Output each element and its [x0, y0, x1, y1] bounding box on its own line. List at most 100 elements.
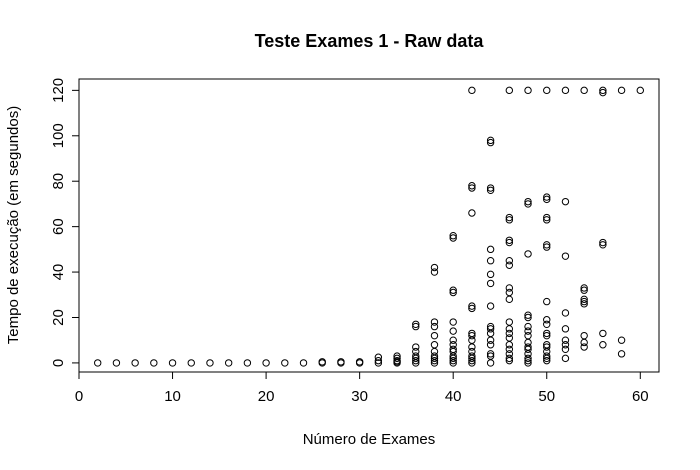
data-point [486, 350, 495, 358]
data-point [543, 86, 551, 95]
data-point [468, 209, 476, 217]
data-point [505, 345, 514, 353]
data-point [449, 356, 457, 365]
data-point [486, 270, 495, 279]
data-point [486, 279, 495, 288]
chart-title: Teste Exames 1 - Raw data [255, 31, 485, 51]
data-point [486, 184, 495, 192]
data-point [486, 257, 495, 265]
data-point [580, 295, 588, 304]
data-point [543, 352, 551, 360]
y-axis-label: Tempo de execução (em segundos) [5, 106, 22, 344]
data-point [374, 356, 383, 365]
data-point [486, 136, 495, 145]
data-point [393, 352, 401, 360]
data-point [337, 358, 345, 366]
data-point [449, 341, 457, 349]
data-point [561, 197, 570, 206]
data-point [505, 261, 514, 269]
data-point [580, 338, 588, 347]
x-axis: 0 10 20 30 40 50 60 [75, 371, 649, 405]
data-point [524, 354, 532, 363]
data-point [486, 325, 495, 333]
data-point [561, 252, 570, 260]
data-point [561, 354, 570, 363]
data-point [505, 236, 514, 244]
data-point [430, 331, 439, 340]
data-point [505, 213, 514, 222]
x-tick-label: 10 [164, 388, 181, 405]
data-point [505, 288, 514, 297]
data-point [449, 288, 457, 297]
data-point [374, 353, 383, 361]
data-point [505, 341, 514, 349]
data-point [449, 234, 457, 242]
data-point [468, 302, 476, 310]
data-point [412, 320, 420, 329]
data-point [187, 359, 195, 367]
data-point [543, 316, 551, 324]
data-point [543, 329, 551, 338]
data-point [486, 359, 495, 367]
data-point [617, 86, 626, 95]
data-point [524, 311, 532, 319]
x-tick-label: 40 [445, 388, 462, 405]
data-point [468, 347, 476, 356]
data-point [524, 86, 532, 95]
data-point [543, 320, 551, 329]
data-point [486, 245, 495, 254]
data-point [561, 309, 570, 317]
data-point [393, 356, 401, 365]
data-point [599, 341, 607, 349]
data-point [486, 138, 495, 147]
data-point [430, 263, 439, 272]
data-point [580, 286, 588, 294]
data-point [430, 341, 439, 349]
data-point [449, 345, 457, 353]
data-point [374, 359, 383, 367]
y-tick-label: 60 [50, 218, 67, 235]
data-point [543, 216, 551, 224]
data-point [486, 322, 495, 331]
data-point [524, 197, 532, 206]
data-point [561, 341, 570, 349]
data-point [505, 216, 514, 224]
data-point [243, 359, 252, 367]
data-point [599, 329, 607, 338]
data-point [224, 359, 233, 367]
data-point [524, 250, 532, 258]
data-point [599, 238, 607, 247]
x-tick-label: 30 [351, 388, 368, 405]
data-point [468, 304, 476, 313]
data-point [299, 359, 308, 367]
data-point [505, 284, 514, 292]
data-point [543, 297, 551, 306]
data-point [486, 352, 495, 360]
data-point [636, 86, 644, 95]
data-point [449, 286, 457, 294]
data-point [524, 331, 532, 340]
data-point [412, 352, 420, 360]
data-points [94, 86, 644, 367]
data-point [468, 184, 476, 192]
data-point [599, 86, 607, 95]
data-point [580, 86, 588, 95]
data-point [524, 359, 532, 367]
data-point [580, 343, 588, 351]
data-point [393, 354, 401, 363]
data-point [412, 322, 420, 331]
data-point [262, 359, 270, 367]
data-point [206, 359, 214, 367]
data-point [468, 356, 476, 365]
data-point [543, 195, 551, 204]
x-tick-label: 0 [75, 388, 83, 405]
data-point [486, 336, 495, 344]
data-point [94, 359, 102, 367]
data-point [524, 338, 532, 347]
data-point [617, 336, 626, 344]
data-point [468, 329, 476, 338]
data-point [543, 193, 551, 201]
data-point [430, 352, 439, 360]
x-tick-label: 20 [258, 388, 275, 405]
